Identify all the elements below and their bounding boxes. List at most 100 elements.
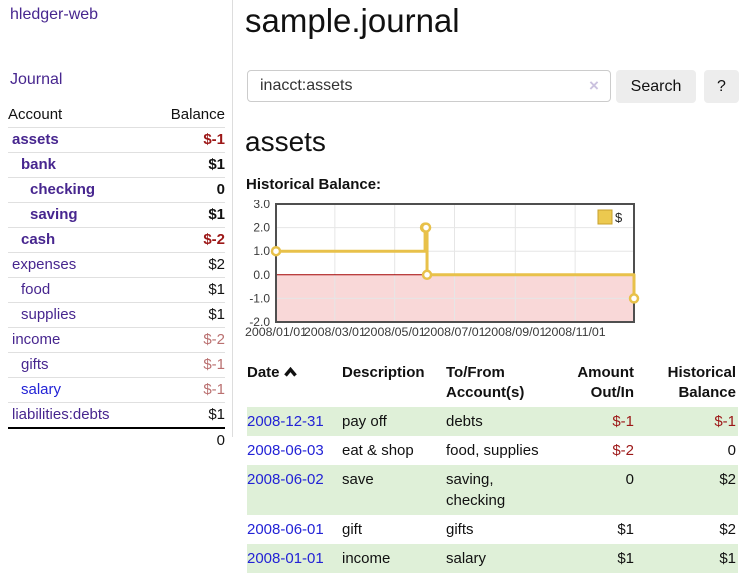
transaction-description: pay off — [342, 413, 387, 430]
transaction-amount: 0 — [625, 471, 634, 488]
account-link[interactable]: cash — [21, 231, 56, 248]
balance-chart-svg: $3.0 2.0 1.0 0.0 -1.0 -2.02008/01/012008/03/0… — [245, 197, 640, 339]
account-row: salary $-1 — [8, 377, 225, 403]
account-balance: $1 — [149, 302, 225, 328]
account-row: supplies $1 — [8, 302, 225, 328]
account-row: saving $1 — [8, 202, 225, 228]
transaction-accounts: gifts — [446, 521, 474, 538]
transaction-balance: 0 — [727, 442, 736, 459]
account-link[interactable]: checking — [30, 181, 96, 198]
account-row: checking 0 — [8, 177, 225, 203]
transaction-balance: $2 — [719, 521, 736, 538]
register-header-date[interactable]: Date — [247, 361, 342, 407]
account-row: liabilities:debts $1 — [8, 402, 225, 428]
svg-text:$: $ — [615, 210, 623, 225]
account-link[interactable]: expenses — [12, 256, 77, 273]
register-row: 2008-06-03 eat & shop food, supplies $-2 0 — [247, 436, 738, 465]
register-row: 2008-06-02 save saving, checking 0 $2 — [247, 465, 738, 515]
transaction-amount: $1 — [617, 550, 634, 567]
transaction-accounts: food, supplies — [446, 442, 539, 459]
transaction-description: income — [342, 550, 391, 567]
account-balance: $-1 — [149, 352, 225, 378]
account-balance: $-2 — [149, 327, 225, 353]
account-row: income $-2 — [8, 327, 225, 353]
transaction-date-link[interactable]: 2008-01-01 — [247, 550, 324, 567]
chart-title: Historical Balance: — [246, 176, 382, 193]
account-link[interactable]: income — [12, 331, 61, 348]
register-header-description: Description — [342, 364, 425, 381]
sort-ascending-icon — [283, 364, 297, 384]
accounts-table: Account Balance assets $-1 bank $1 checking 0… — [8, 102, 225, 453]
transaction-balance: $1 — [719, 550, 736, 567]
transaction-date-link[interactable]: 2008-06-02 — [247, 471, 324, 488]
page-title: sample.journal — [245, 2, 460, 39]
account-balance: $2 — [149, 252, 225, 278]
account-link[interactable]: supplies — [21, 306, 77, 323]
accounts-header-balance: Balance — [170, 106, 225, 123]
svg-text:0.0: 0.0 — [253, 268, 270, 282]
clear-search-icon[interactable]: × — [589, 76, 599, 95]
account-balance: $-1 — [149, 377, 225, 403]
account-balance: $-2 — [149, 227, 225, 253]
transaction-balance: $2 — [719, 471, 736, 488]
account-link[interactable]: assets — [12, 131, 59, 148]
register-row: 2008-12-31 pay off debts $-1 $-1 — [247, 407, 738, 436]
transaction-date-link[interactable]: 2008-12-31 — [247, 413, 324, 430]
svg-text:2008/11/01: 2008/11/01 — [545, 325, 606, 339]
transaction-date-link[interactable]: 2008-06-01 — [247, 521, 324, 538]
svg-text:1.0: 1.0 — [253, 244, 270, 258]
sidebar-item-journal[interactable]: Journal — [10, 71, 63, 88]
account-balance: $-1 — [149, 127, 225, 153]
transaction-description: gift — [342, 521, 363, 538]
register-header-accounts: To/From Account(s) — [446, 364, 525, 401]
account-balance: 0 — [149, 177, 225, 203]
transaction-description: save — [342, 471, 374, 488]
transaction-amount: $-2 — [612, 442, 634, 459]
svg-text:-1.0: -1.0 — [249, 291, 270, 305]
svg-text:2008/01/01: 2008/01/01 — [245, 325, 307, 339]
register-row: 2008-06-01 gift gifts $1 $2 — [247, 515, 738, 544]
svg-text:3.0: 3.0 — [253, 200, 270, 211]
transaction-amount: $1 — [617, 521, 634, 538]
account-balance: $1 — [149, 152, 225, 178]
account-link[interactable]: bank — [21, 156, 57, 173]
account-row: bank $1 — [8, 152, 225, 178]
register-row: 2008-01-01 income salary $1 $1 — [247, 544, 738, 573]
search-button[interactable]: Search — [616, 70, 696, 103]
register-header-amount: Amount Out/In — [577, 364, 634, 401]
search-input[interactable] — [247, 70, 611, 102]
account-link[interactable]: food — [21, 281, 51, 298]
accounts-header-row: Account Balance — [8, 102, 225, 128]
register-table: Date Description To/From Account(s) Amou… — [247, 361, 738, 573]
help-button[interactable]: ? — [704, 70, 739, 103]
brand-link[interactable]: hledger-web — [10, 6, 99, 23]
account-link[interactable]: salary — [21, 381, 62, 398]
svg-text:2008/07/01: 2008/07/01 — [424, 325, 486, 339]
transaction-date-link[interactable]: 2008-06-03 — [247, 442, 324, 459]
balance-chart: $3.0 2.0 1.0 0.0 -1.0 -2.0 2008/01/01 2008/03/0… — [243, 197, 642, 344]
register-header-row: Date Description To/From Account(s) Amou… — [247, 361, 738, 407]
account-row: assets $-1 — [8, 127, 225, 153]
account-link[interactable]: gifts — [21, 356, 49, 373]
register-header-balance: Historical Balance — [667, 364, 736, 401]
accounts-total-row: 0 — [8, 427, 225, 453]
account-link[interactable]: saving — [30, 206, 78, 223]
transaction-accounts: salary — [446, 550, 487, 567]
svg-text:2008/03/01: 2008/03/01 — [304, 325, 366, 339]
svg-text:2008/05/01: 2008/05/01 — [364, 325, 426, 339]
account-link[interactable]: liabilities:debts — [12, 406, 110, 423]
account-balance: $1 — [149, 402, 225, 428]
account-balance: $1 — [149, 202, 225, 228]
transaction-description: eat & shop — [342, 442, 414, 459]
account-balance: $1 — [149, 277, 225, 303]
transaction-balance: $-1 — [714, 413, 736, 430]
svg-text:-2.0: -2.0 — [249, 315, 270, 329]
account-heading: assets — [245, 126, 326, 157]
accounts-total-value: 0 — [149, 427, 225, 453]
accounts-header-account: Account — [8, 106, 63, 123]
transaction-amount: $-1 — [612, 413, 634, 430]
svg-text:2.0: 2.0 — [253, 221, 270, 235]
account-row: expenses $2 — [8, 252, 225, 278]
accounts-total-spacer — [8, 427, 150, 453]
account-row: cash $-2 — [8, 227, 225, 253]
